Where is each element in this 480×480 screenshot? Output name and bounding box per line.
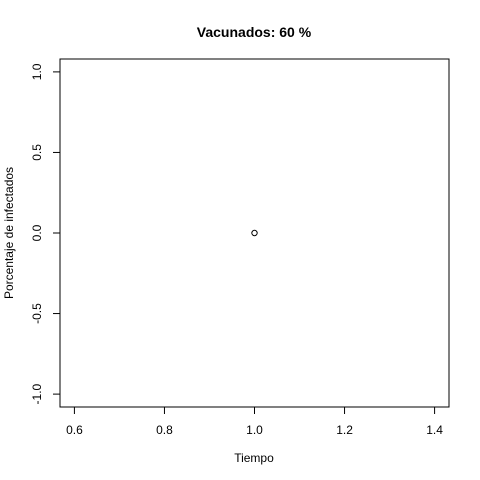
y-tick-label: 1.0 <box>30 63 44 80</box>
x-tick-label: 1.0 <box>246 423 263 437</box>
y-tick-label: -0.5 <box>30 303 44 324</box>
data-point <box>252 230 257 235</box>
x-tick-label: 0.6 <box>66 423 83 437</box>
y-axis: -1.0 -0.5 0.0 0.5 1.0 <box>30 63 60 404</box>
y-tick-label: 0.0 <box>30 224 44 241</box>
x-tick-label: 1.2 <box>336 423 353 437</box>
data-points <box>252 230 257 235</box>
x-axis: 0.6 0.8 1.0 1.2 1.4 <box>66 407 443 437</box>
y-tick-label: -1.0 <box>30 383 44 404</box>
plot-frame <box>60 59 449 407</box>
y-axis-label: Porcentaje de infectados <box>2 167 16 299</box>
x-tick-label: 1.4 <box>426 423 443 437</box>
y-tick-label: 0.5 <box>30 144 44 161</box>
x-tick-label: 0.8 <box>156 423 173 437</box>
x-axis-label: Tiempo <box>234 451 274 465</box>
chart-title: Vacunados: 60 % <box>197 24 312 40</box>
